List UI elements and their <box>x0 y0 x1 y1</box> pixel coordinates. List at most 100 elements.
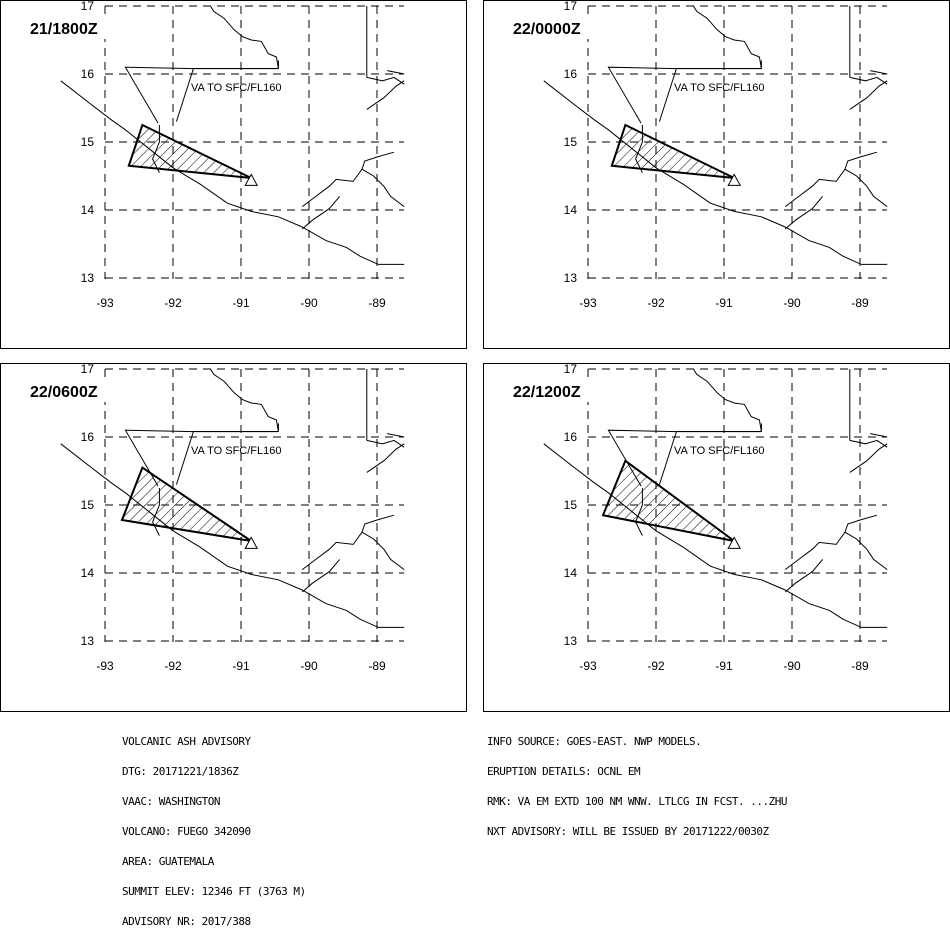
coastline <box>60 80 405 265</box>
advisory-area: AREA: GUATEMALA <box>122 855 214 868</box>
country-border <box>387 433 405 438</box>
advisory-number: ADVISORY NR: 2017/388 <box>122 915 251 928</box>
plume-label: VA TO SFC/FL160 <box>191 82 282 94</box>
forecast-panel-3: VA TO SFC/FL160 -93 -92 -91 -90 -89 13 14 15 16 17… <box>0 363 467 712</box>
country-border <box>844 168 888 208</box>
plume-leader-line <box>658 68 677 122</box>
lon-tick-label: -92 <box>647 296 665 310</box>
country-border <box>784 559 823 593</box>
advisory-summit-elev: SUMMIT ELEV: 12346 FT (3763 M) <box>122 885 306 898</box>
country-border <box>366 439 405 448</box>
country-border <box>784 196 823 230</box>
forecast-panel-4: VA TO SFC/FL160 -93 -92 -91 -90 -89 13 14 15 16 17… <box>483 363 950 712</box>
lon-tick-label: -92 <box>164 659 182 673</box>
country-border <box>366 76 405 85</box>
country-border <box>692 368 762 432</box>
advisory-details-block: INFO SOURCE: GOES-EAST. NWP MODELS. ERUP… <box>487 717 788 847</box>
forecast-time-label: 22/0600Z <box>30 384 98 401</box>
ash-map: VA TO SFC/FL160 -93 -92 -91 -90 -89 13 14 15 16 17… <box>0 363 467 712</box>
country-border <box>844 531 888 571</box>
plume-leader-line <box>175 68 194 122</box>
advisory-info-source: INFO SOURCE: GOES-EAST. NWP MODELS. <box>487 735 702 748</box>
lat-tick-label: 14 <box>81 566 95 580</box>
advisory-vaac: VAAC: WASHINGTON <box>122 795 220 808</box>
country-border <box>124 66 194 124</box>
lon-tick-label: -91 <box>715 296 733 310</box>
lon-tick-label: -89 <box>851 296 869 310</box>
country-border <box>209 368 279 432</box>
lat-tick-label: 13 <box>564 634 578 648</box>
lon-tick-label: -92 <box>164 296 182 310</box>
map-layer: VA TO SFC/FL160 <box>60 368 405 642</box>
time-label-bg <box>509 380 595 402</box>
lon-tick-label: -90 <box>783 659 801 673</box>
advisory-header-block: VOLCANIC ASH ADVISORY DTG: 20171221/1836… <box>122 717 306 937</box>
country-border <box>301 559 340 593</box>
country-border <box>784 151 878 208</box>
map-layer: VA TO SFC/FL160 <box>60 5 405 279</box>
lon-tick-label: -91 <box>232 659 250 673</box>
country-border <box>692 5 762 69</box>
forecast-time-label: 22/1200Z <box>513 384 581 401</box>
lat-tick-label: 16 <box>81 430 95 444</box>
panel-frame <box>0 0 467 349</box>
lat-tick-label: 16 <box>564 67 578 81</box>
plume-leader-line <box>658 431 677 485</box>
country-border <box>361 531 405 571</box>
lat-tick-label: 16 <box>564 430 578 444</box>
lat-tick-label: 14 <box>564 566 578 580</box>
country-border <box>849 76 888 85</box>
advisory-dtg: DTG: 20171221/1836Z <box>122 765 239 778</box>
lon-tick-label: -92 <box>647 659 665 673</box>
lon-tick-label: -93 <box>96 296 114 310</box>
lon-tick-label: -90 <box>300 659 318 673</box>
forecast-time-label: 22/0000Z <box>513 21 581 38</box>
ash-map: VA TO SFC/FL160 -93 -92 -91 -90 -89 13 14 15 16 17… <box>483 0 950 349</box>
country-border <box>301 196 340 230</box>
country-border <box>870 433 888 438</box>
advisory-volcano: VOLCANO: FUEGO 342090 <box>122 825 251 838</box>
lat-tick-label: 17 <box>564 363 578 376</box>
ash-plume-polygon <box>127 123 252 179</box>
lon-tick-label: -89 <box>851 659 869 673</box>
panel-frame <box>0 363 467 712</box>
plume-leader-line <box>175 431 194 485</box>
coastline <box>60 443 405 628</box>
ash-map: VA TO SFC/FL160 -93 -92 -91 -90 -89 13 14 15 16 17… <box>483 363 950 712</box>
lat-tick-label: 14 <box>81 203 95 217</box>
lat-tick-label: 14 <box>564 203 578 217</box>
advisory-remarks: RMK: VA EM EXTD 100 NM WNW. LTLCG IN FCS… <box>487 795 788 808</box>
country-border <box>301 514 395 571</box>
lat-tick-label: 13 <box>81 271 95 285</box>
lat-tick-label: 16 <box>81 67 95 81</box>
plume-label: VA TO SFC/FL160 <box>674 445 765 457</box>
country-border <box>301 151 395 208</box>
lon-tick-label: -93 <box>579 296 597 310</box>
country-border <box>784 514 878 571</box>
lon-tick-label: -91 <box>715 659 733 673</box>
ash-plume-polygon <box>120 466 252 542</box>
lat-tick-label: 17 <box>81 0 95 13</box>
forecast-panel-1: VA TO SFC/FL160 -93 -92 -91 -90 -89 13 14 15 16 17… <box>0 0 467 349</box>
lon-tick-label: -89 <box>368 659 386 673</box>
lat-tick-label: 17 <box>564 0 578 13</box>
country-border <box>366 80 405 110</box>
country-border <box>870 70 888 75</box>
map-layer: VA TO SFC/FL160 <box>543 368 888 642</box>
forecast-time-label: 21/1800Z <box>30 21 98 38</box>
ash-map: VA TO SFC/FL160 -93 -92 -91 -90 -89 13 14 15 16 17… <box>0 0 467 349</box>
lon-tick-label: -91 <box>232 296 250 310</box>
map-layer: VA TO SFC/FL160 <box>543 5 888 279</box>
advisory-next: NXT ADVISORY: WILL BE ISSUED BY 20171222… <box>487 825 769 838</box>
country-border <box>366 443 405 473</box>
volcano-triangle-icon <box>727 173 742 186</box>
lat-tick-label: 13 <box>81 634 95 648</box>
lat-tick-label: 15 <box>564 135 578 149</box>
volcano-triangle-icon <box>244 173 259 186</box>
time-label-bg <box>509 17 595 39</box>
lon-tick-label: -93 <box>579 659 597 673</box>
country-border <box>387 70 405 75</box>
ash-plume-polygon <box>601 459 735 542</box>
lon-tick-label: -90 <box>783 296 801 310</box>
lat-tick-label: 15 <box>564 498 578 512</box>
